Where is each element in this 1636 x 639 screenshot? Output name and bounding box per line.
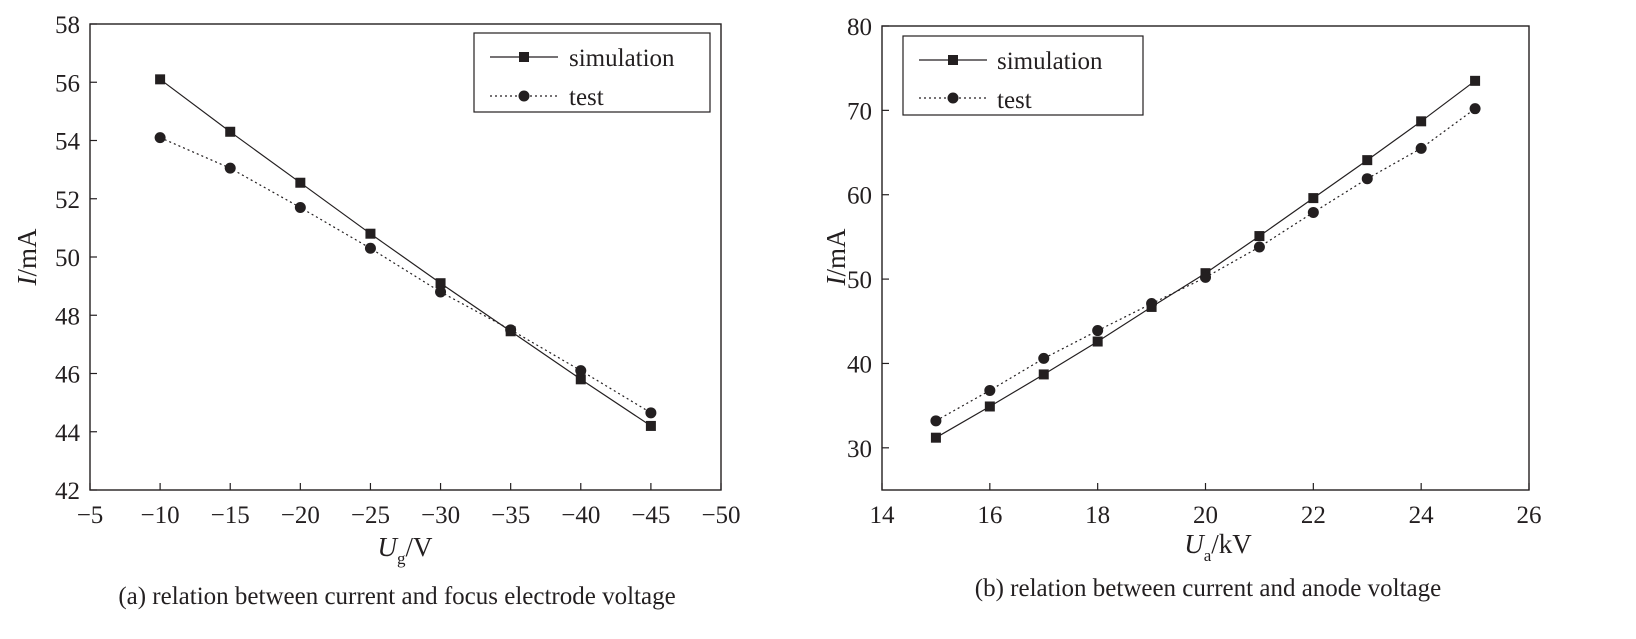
chart-a-legend-square-marker	[519, 52, 529, 62]
chart-a-y-tick-label: 50	[55, 245, 80, 272]
chart-a-series	[154, 74, 657, 431]
chart-b-x-tick-label: 22	[1301, 502, 1326, 529]
chart-b-point-square-simulation	[1308, 193, 1319, 204]
chart-b-point-circle-test	[1092, 325, 1104, 337]
chart-b-y-tick-label: 80	[847, 14, 872, 41]
chart-a-y-tick-label: 48	[55, 303, 80, 330]
chart-b-point-circle-test	[1361, 173, 1373, 185]
chart-b-point-square-simulation	[1470, 75, 1481, 86]
chart-a-point-circle-test	[435, 286, 447, 298]
chart-b-point-circle-test	[1038, 352, 1050, 364]
chart-b-y-tick-label: 70	[847, 98, 872, 125]
chart-b-point-square-simulation	[1038, 369, 1049, 380]
chart-a-point-circle-test	[505, 324, 517, 336]
chart-a-y-tick-label: 44	[55, 420, 81, 447]
chart-a-point-circle-test	[294, 201, 306, 213]
chart-a-legend-circle-marker	[518, 90, 530, 102]
chart-a-x-ticks: −5 −10 −15 −20 −25 −30 −35 −40 −45 −50	[77, 483, 741, 529]
chart-a-legend: simulation test	[473, 32, 711, 113]
chart-a-point-square-simulation	[365, 228, 376, 239]
chart-a-point-circle-test	[364, 242, 376, 254]
chart-b-x-tick-label: 26	[1517, 502, 1542, 529]
chart-b-legend: simulation test	[902, 35, 1144, 116]
chart-a-point-square-simulation	[225, 126, 236, 137]
chart-b-point-circle-test	[1307, 206, 1319, 218]
chart-a-x-tick-label: −10	[141, 502, 180, 529]
chart-b-y-tick-label: 40	[847, 351, 872, 378]
chart-b-point-square-simulation	[930, 432, 941, 443]
chart-a-x-tick-label: −40	[561, 502, 600, 529]
chart-a-y-tick-label: 58	[55, 12, 80, 39]
chart-b: 14 16 18 20 22 24 26 30 40 50 60 70 80 I/mA Ua/kV (…	[821, 14, 1542, 602]
chart-b-legend-circle-marker	[947, 92, 959, 104]
chart-b-point-circle-test	[1146, 298, 1158, 310]
chart-b-legend-square-marker	[948, 55, 958, 65]
chart-b-caption: (b) relation between current and anode v…	[975, 575, 1441, 602]
chart-b-legend-label-simulation: simulation	[997, 48, 1103, 75]
chart-a-point-square-simulation	[435, 278, 446, 289]
chart-b-y-tick-label: 60	[847, 183, 872, 210]
chart-b-point-square-simulation	[1254, 231, 1265, 242]
chart-b-series-line-simulation	[935, 80, 1476, 439]
chart-a-x-tick-label: −25	[351, 502, 390, 529]
chart-b-y-tick-label: 30	[847, 436, 872, 463]
chart-a-legend-box	[473, 32, 711, 113]
chart-a-point-square-simulation	[295, 177, 306, 188]
chart-b-point-circle-test	[930, 415, 942, 427]
chart-b-point-circle-test	[1253, 241, 1265, 253]
chart-b-point-square-simulation	[1362, 155, 1373, 166]
chart-a-x-axis-label: Ug/V	[378, 532, 434, 568]
chart-a: −5 −10 −15 −20 −25 −30 −35 −40 −45 −50 42 44 46 48 50…	[12, 12, 741, 610]
chart-a-x-tick-label: −15	[211, 502, 250, 529]
chart-a-point-circle-test	[154, 132, 166, 144]
chart-a-point-square-simulation	[575, 374, 586, 385]
chart-a-y-tick-label: 56	[55, 70, 80, 97]
chart-a-series-line-simulation	[159, 78, 652, 427]
chart-b-series	[930, 75, 1481, 443]
chart-b-y-ticks: 30 40 50 60 70 80	[847, 14, 889, 463]
chart-b-x-tick-label: 14	[870, 502, 896, 529]
chart-b-point-circle-test	[1415, 142, 1427, 154]
chart-a-caption: (a) relation between current and focus e…	[118, 583, 675, 610]
chart-b-x-axis-label: Ua/kV	[1184, 529, 1252, 565]
chart-a-x-tick-label: −5	[77, 502, 104, 529]
chart-b-point-circle-test	[1200, 271, 1211, 283]
chart-b-point-circle-test	[1469, 103, 1481, 115]
chart-b-series-line-test	[935, 108, 1476, 422]
chart-b-x-ticks: 14 16 18 20 22 24 26	[870, 483, 1542, 529]
chart-a-x-tick-label: −20	[281, 502, 320, 529]
chart-a-point-circle-test	[224, 162, 236, 174]
chart-a-point-circle-test	[645, 407, 657, 419]
chart-a-x-tick-label: −45	[631, 502, 670, 529]
chart-a-y-tick-label: 46	[55, 362, 80, 389]
chart-b-point-square-simulation	[1092, 336, 1103, 347]
chart-a-y-axis-label: I/mA	[12, 228, 42, 287]
chart-b-point-square-simulation	[1416, 116, 1427, 127]
chart-a-x-tick-label: −35	[491, 502, 530, 529]
chart-a-y-tick-label: 52	[55, 187, 80, 214]
chart-b-x-tick-label: 20	[1193, 502, 1218, 529]
chart-b-legend-label-test: test	[997, 87, 1032, 114]
chart-a-y-tick-label: 42	[55, 478, 80, 505]
chart-b-x-tick-label: 24	[1409, 502, 1435, 529]
chart-b-point-square-simulation	[984, 401, 995, 412]
chart-b-x-tick-label: 16	[977, 502, 1002, 529]
chart-b-x-tick-label: 18	[1085, 502, 1110, 529]
chart-a-point-circle-test	[575, 365, 587, 377]
chart-b-y-tick-label: 50	[847, 267, 872, 294]
chart-b-y-axis-label: I/mA	[821, 228, 851, 287]
chart-b-point-circle-test	[984, 384, 996, 396]
chart-b-legend-box	[902, 35, 1144, 116]
chart-a-y-tick-label: 54	[55, 129, 81, 156]
chart-a-y-ticks: 42 44 46 48 50 52 54 56 58	[55, 12, 97, 505]
chart-a-x-tick-label: −50	[701, 502, 740, 529]
chart-a-legend-label-test: test	[569, 84, 604, 111]
chart-a-point-square-simulation	[155, 74, 166, 85]
chart-a-x-tick-label: −30	[421, 502, 460, 529]
chart-a-legend-label-simulation: simulation	[569, 45, 675, 72]
chart-a-point-square-simulation	[645, 420, 656, 431]
